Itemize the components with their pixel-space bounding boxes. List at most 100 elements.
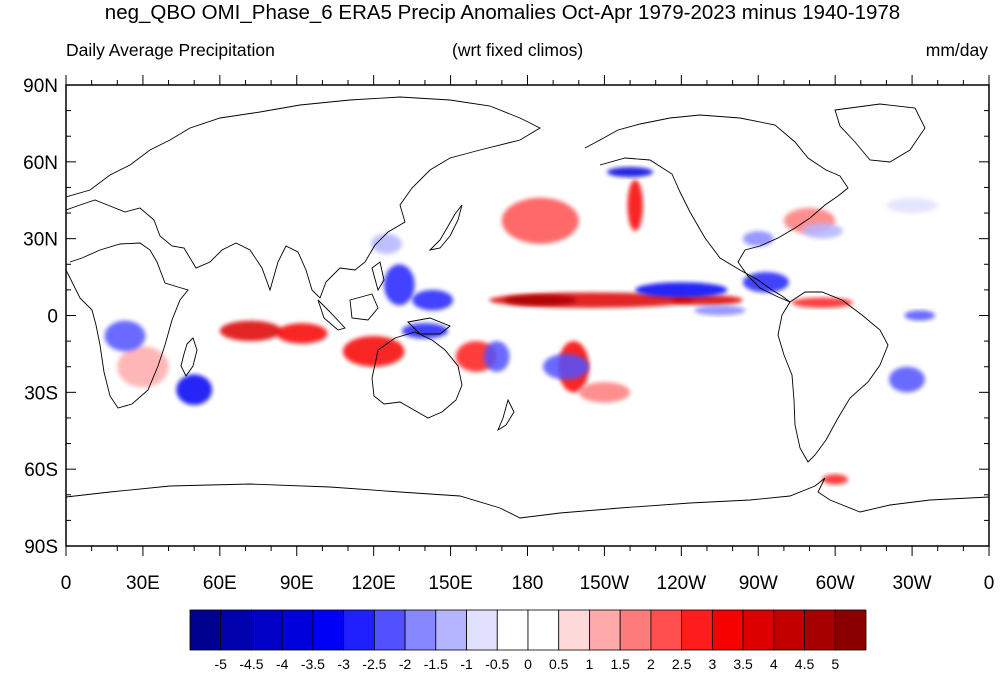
lon-tick-label: 180 [512, 573, 544, 594]
anomaly-region [801, 223, 843, 239]
coastline-south-america [777, 291, 889, 463]
anomaly-region [527, 151, 579, 173]
coastline-philippines [371, 261, 385, 292]
colorbar-swatch [742, 609, 775, 651]
left-subtitle: Daily Average Precipitation [66, 40, 275, 60]
anomaly-region [501, 197, 579, 244]
colorbar-swatch [619, 609, 652, 651]
lon-tick-label: 0 [61, 573, 72, 594]
coastline-eurasia [66, 96, 541, 299]
colorbar-label: 4 [770, 656, 778, 672]
colorbar-label: -2 [399, 656, 412, 672]
latitude-tick-labels: 90N 60N 30N 0 30S 60S 90S [23, 76, 58, 558]
colorbar-swatch [834, 609, 867, 651]
colorbar-swatch [650, 609, 683, 651]
lon-tick-label: 90W [739, 573, 778, 594]
colorbar-label: -2.5 [362, 656, 386, 672]
coastline-greenland [834, 103, 926, 163]
anomaly-region [742, 271, 790, 293]
lat-tick-label: 60N [23, 153, 58, 174]
anomaly-region [176, 374, 213, 406]
colorbar-swatch [496, 609, 529, 651]
anomaly-region [117, 346, 169, 388]
lat-tick-label: 30S [24, 383, 58, 404]
lon-tick-label: 90E [280, 573, 314, 594]
colorbar-label: -4.5 [239, 656, 263, 672]
lat-tick-label: 90S [24, 537, 58, 558]
plot-area [65, 75, 990, 556]
colorbar-swatch [251, 609, 283, 651]
colorbar-swatch [558, 609, 590, 651]
lon-tick-label: 150W [580, 573, 630, 594]
colorbar-label: 1 [586, 656, 594, 672]
colorbar-swatch [527, 609, 560, 651]
anomaly-region [104, 320, 146, 352]
lon-tick-label: 60W [816, 573, 855, 594]
anomaly-region [822, 474, 848, 485]
colorbar-swatch [312, 609, 345, 651]
anomaly-region [627, 179, 643, 231]
lon-tick-label: 120W [657, 573, 707, 594]
axis-ticks [65, 75, 990, 556]
colorbar-swatch [281, 609, 314, 651]
anomaly-region [694, 305, 746, 316]
anomaly-region [606, 166, 654, 178]
anomaly-shading [104, 151, 938, 485]
coastline-sumatra [317, 299, 346, 331]
colorbar-label: 5 [831, 656, 839, 672]
colorbar-label: -1 [460, 656, 473, 672]
anomaly-region [742, 230, 774, 247]
colorbar-label: -3 [337, 656, 350, 672]
coastline-africa [66, 242, 189, 409]
colorbar-swatch [711, 609, 744, 651]
colorbar-swatch [343, 609, 375, 651]
anomaly-region [483, 341, 510, 372]
coastline-antarctica [66, 477, 989, 519]
coastline-north-america [584, 114, 849, 303]
anomaly-region [542, 353, 590, 380]
anomaly-region [791, 297, 854, 308]
colorbar-label: -0.5 [485, 656, 509, 672]
lon-tick-label: 30W [893, 573, 932, 594]
anomaly-region [578, 382, 631, 403]
colorbar: -5 -4.5 -4 -3.5 -3 -2.5 -2 -1.5 -1 -0.5 0 0.5 1 1.5 2 2… [189, 609, 867, 672]
colorbar-label: 3 [708, 656, 716, 672]
colorbar-swatch [373, 609, 406, 651]
colorbar-label: 1.5 [610, 656, 630, 672]
lon-tick-label: 60E [203, 573, 237, 594]
colorbar-label: -1.5 [424, 656, 448, 672]
anomaly-region [889, 366, 925, 393]
coastline-australia [371, 331, 463, 419]
lat-tick-label: 30N [23, 230, 58, 251]
anomaly-region [371, 233, 402, 255]
coastline-new-zealand [497, 398, 515, 432]
lon-tick-label: 30E [126, 573, 160, 594]
colorbar-swatch [220, 609, 252, 651]
colorbar-swatch [681, 609, 713, 651]
colorbar-swatch [189, 609, 222, 651]
anomaly-region [342, 335, 405, 367]
colorbar-label: 2 [647, 656, 655, 672]
colorbar-label: -3.5 [301, 656, 325, 672]
anomaly-region [504, 295, 577, 306]
anomaly-region [383, 264, 415, 306]
plot-title: neg_QBO OMI_Phase_6 ERA5 Precip Anomalie… [104, 1, 901, 24]
lon-tick-label: 0 [984, 573, 995, 594]
lon-tick-label: 120E [351, 573, 395, 594]
coastline-borneo [349, 293, 379, 321]
anomaly-region [276, 323, 328, 344]
colorbar-label: -5 [215, 656, 228, 672]
colorbar-label: -4 [276, 656, 289, 672]
anomaly-region [886, 197, 938, 214]
plot-border [65, 84, 990, 547]
colorbar-swatch [773, 609, 805, 651]
coastline-madagascar [180, 337, 198, 377]
lat-tick-label: 0 [47, 307, 58, 328]
colorbar-label: 3.5 [733, 656, 753, 672]
colorbar-swatch [404, 609, 437, 651]
colorbar-swatch [804, 609, 836, 651]
anomaly-region [219, 320, 282, 342]
colorbar-swatch [589, 609, 621, 651]
plot-background [66, 85, 989, 546]
colorbar-swatch [466, 609, 498, 651]
